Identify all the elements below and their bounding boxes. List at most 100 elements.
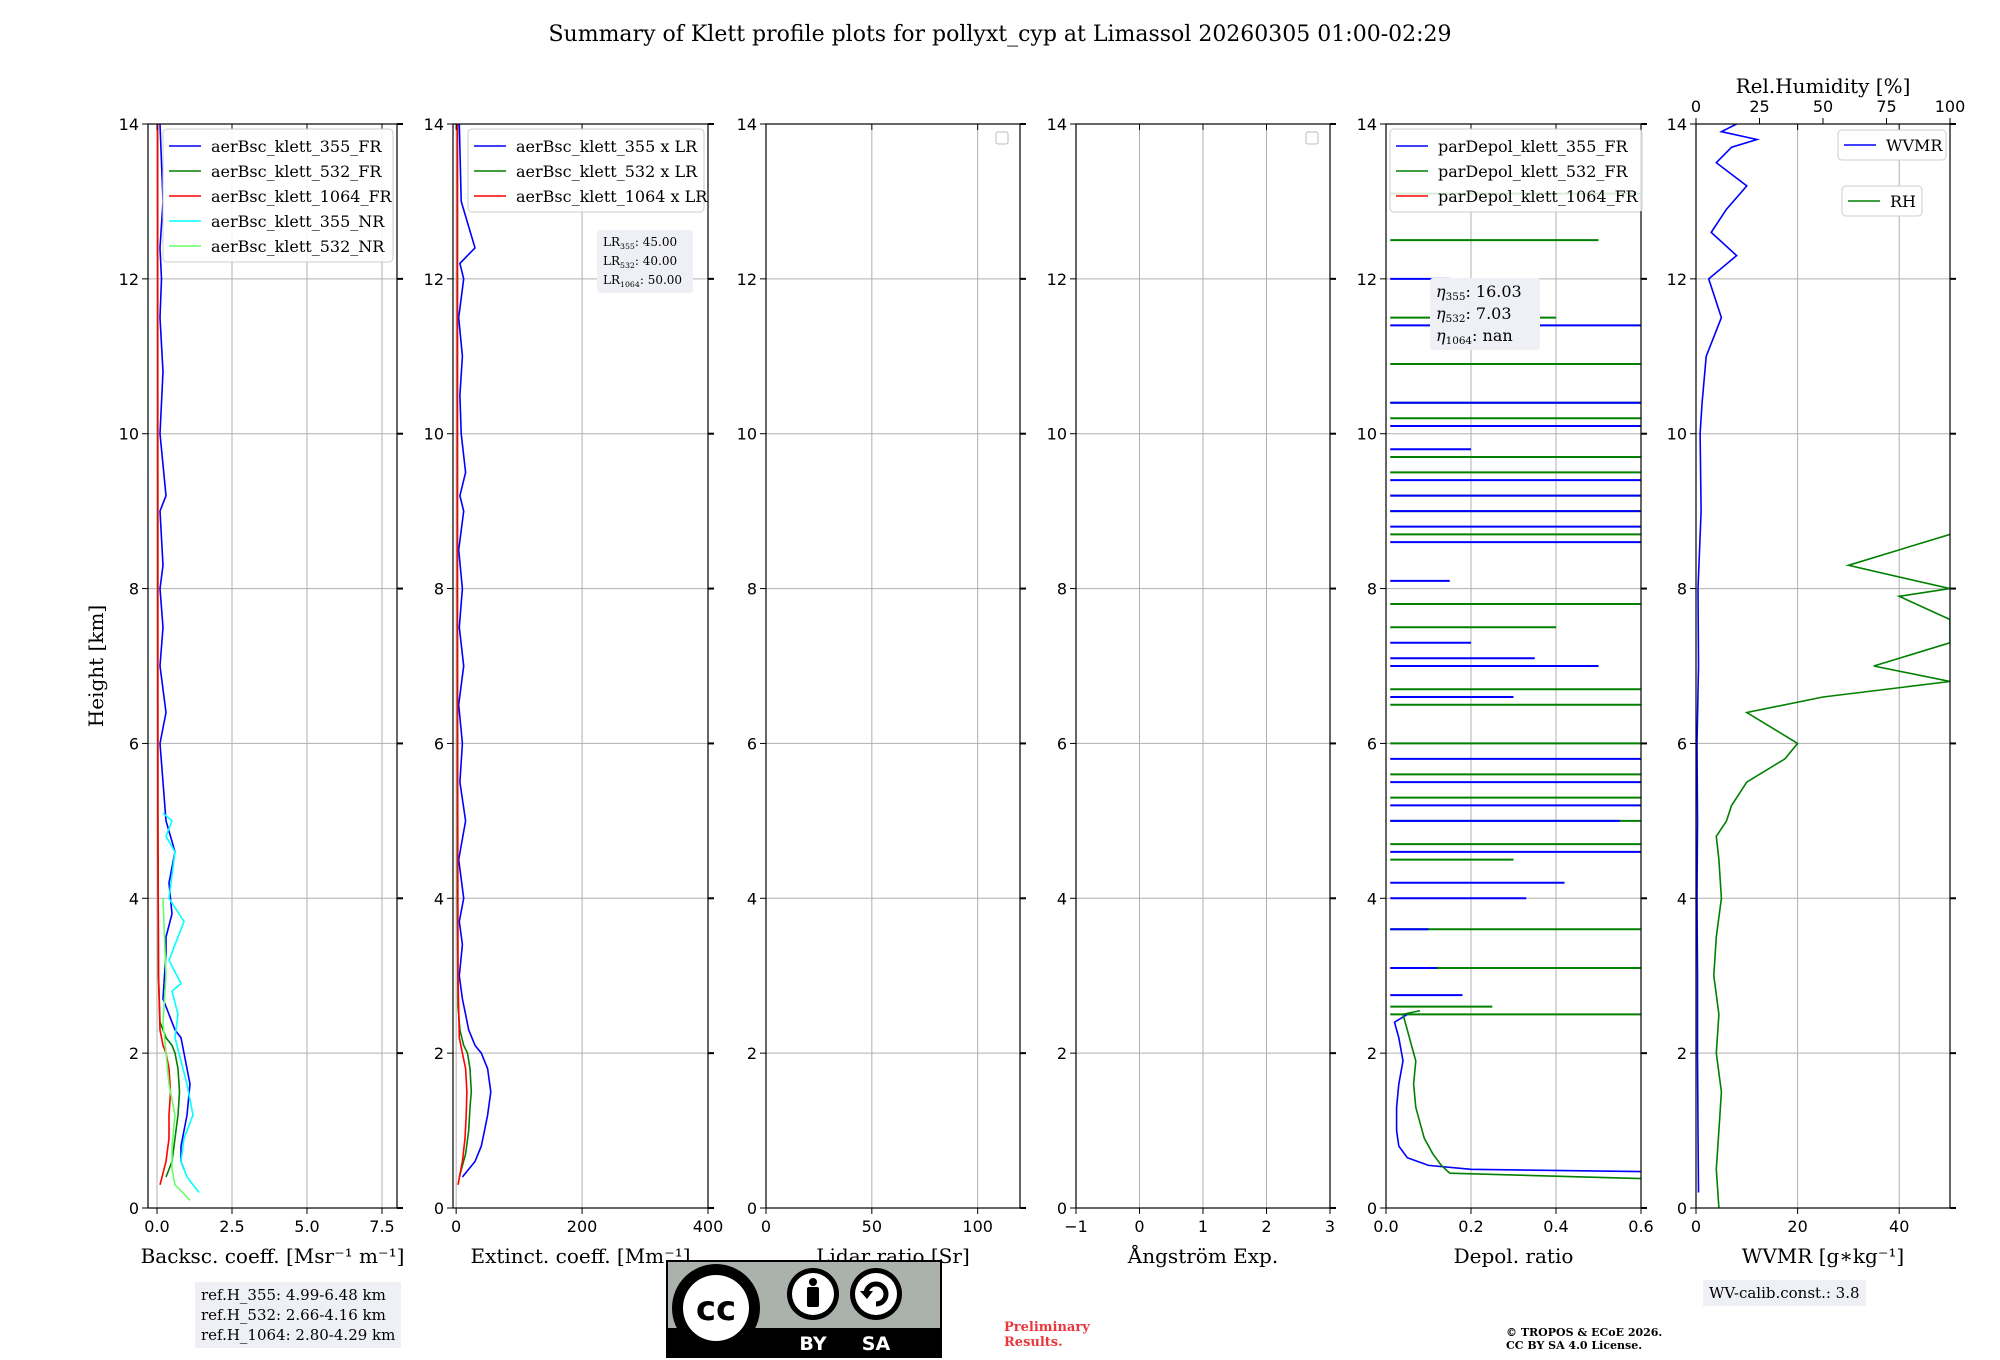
y-tick-label: 10 — [119, 425, 139, 444]
sa-arrow-arc — [863, 1281, 889, 1307]
x-axis-label-dep: Depol. ratio — [1454, 1244, 1574, 1268]
x-tick-label: 2 — [1261, 1217, 1271, 1236]
x-tick-label: 0.4 — [1543, 1217, 1568, 1236]
x-tick-label: 100 — [962, 1217, 993, 1236]
y-tick-label: 14 — [1357, 115, 1377, 134]
axes-frame-lr — [765, 123, 1021, 1209]
legend-box — [1841, 185, 1923, 217]
y-tick-label: 2 — [1677, 1044, 1687, 1063]
y-tick-label: 6 — [1677, 734, 1687, 753]
y-tick-label: 14 — [424, 115, 444, 134]
legend-label: parDepol_klett_1064_FR — [1438, 187, 1639, 206]
cc-icon: cc — [696, 1289, 736, 1329]
x-tick-label: 0.0 — [1373, 1217, 1398, 1236]
data-area-dep — [1390, 192, 1641, 1180]
series-aerBsc_klett_355_FR — [159, 124, 191, 1170]
top-x-tick-label: 0 — [1691, 97, 1701, 116]
y-tick-label: 12 — [424, 270, 444, 289]
x-tick-label: 1 — [1198, 1217, 1208, 1236]
y-tick-label: 2 — [747, 1044, 757, 1063]
y-tick-label: 2 — [434, 1044, 444, 1063]
by-label: BY — [799, 1333, 826, 1355]
copyright-notice: © TROPOS & ECoE 2026. CC BY SA 4.0 Licen… — [1506, 1326, 1662, 1352]
y-tick-label: 8 — [1057, 580, 1067, 599]
y-tick-label: 10 — [424, 425, 444, 444]
legend-box — [467, 128, 705, 213]
annotation-line: η355: 16.03 — [1436, 282, 1522, 303]
y-tick-label: 8 — [129, 580, 139, 599]
annotation-subscript: 355 — [1446, 291, 1466, 303]
sa-label: SA — [862, 1333, 891, 1355]
x-axis-label-wv: WVMR [g∗kg⁻¹] — [1742, 1244, 1904, 1268]
legend-label: aerBsc_klett_355_FR — [211, 137, 382, 156]
reference-height-box: ref.H_355: 4.99-6.48 km ref.H_532: 2.66-… — [195, 1282, 402, 1348]
annotation-line: LR1064: 50.00 — [603, 273, 682, 289]
x-axis-label-bsc: Backsc. coeff. [Msr⁻¹ m⁻¹] — [141, 1244, 405, 1268]
annotation-symbol: LR — [603, 235, 621, 249]
by-person-body — [807, 1287, 819, 1307]
sa-icon — [855, 1273, 897, 1315]
top-x-tick-label: 25 — [1749, 97, 1769, 116]
x-tick-label: 0.0 — [144, 1217, 169, 1236]
annotation-box — [1430, 278, 1540, 350]
y-tick-label: 4 — [1057, 889, 1067, 908]
axes-frame-ext — [452, 123, 709, 1209]
x-tick-label: 3 — [1325, 1217, 1335, 1236]
annotation-value: : 16.03 — [1465, 282, 1521, 301]
cc-by-sa-logo: cc BY SA — [666, 1260, 942, 1358]
y-tick-label: 4 — [747, 889, 757, 908]
top-x-tick-label: 75 — [1876, 97, 1896, 116]
annotation-value: : 7.03 — [1465, 304, 1511, 323]
y-tick-label: 4 — [1367, 889, 1377, 908]
y-tick-label: 6 — [434, 734, 444, 753]
y-tick-label: 4 — [129, 889, 139, 908]
x-tick-label: 0 — [1691, 1217, 1701, 1236]
annotation-subscript: 1064 — [1446, 335, 1473, 347]
x-axis-label-ae: Ångström Exp. — [1127, 1243, 1278, 1268]
y-tick-label: 8 — [1677, 580, 1687, 599]
y-tick-label: 0 — [434, 1199, 444, 1218]
series-aerBsc_klett_1064 x LR — [456, 124, 468, 1185]
annotation-subscript: 1064 — [620, 280, 640, 289]
y-tick-label: 4 — [434, 889, 444, 908]
annotation-subscript: 532 — [620, 261, 635, 270]
annotation-line: LR355: 45.00 — [603, 235, 677, 251]
series-RH — [1712, 533, 1950, 1208]
annotation-value: : nan — [1472, 326, 1513, 345]
y-tick-label: 0 — [1677, 1199, 1687, 1218]
y-tick-label: 6 — [1057, 734, 1067, 753]
legend-label: aerBsc_klett_355 x LR — [516, 137, 698, 156]
legend-label: parDepol_klett_355_FR — [1438, 137, 1629, 156]
x-tick-label: 400 — [693, 1217, 724, 1236]
axes-frame-dep — [1385, 123, 1642, 1209]
x-tick-label: 0 — [761, 1217, 771, 1236]
sa-arrow-head — [860, 1291, 873, 1299]
preliminary-line-2: Results. — [1004, 1335, 1063, 1350]
y-tick-label: 12 — [119, 270, 139, 289]
series-parDepol_klett_355_FR — [1393, 1013, 1641, 1173]
axes-frame-bsc — [147, 123, 398, 1209]
y-tick-label: 0 — [1057, 1199, 1067, 1218]
legend-label: aerBsc_klett_1064_FR — [211, 187, 393, 206]
data-area-wv — [1696, 124, 1950, 1208]
legend-label: WVMR — [1886, 136, 1943, 155]
legend-box — [162, 128, 394, 263]
series-parDepol_klett_532_FR — [1402, 1009, 1641, 1180]
legend-box — [1389, 128, 1643, 213]
empty-legend — [1305, 131, 1319, 145]
annotation-value: : 40.00 — [635, 254, 677, 268]
y-axis-label: Height [km] — [84, 605, 108, 727]
y-tick-label: 2 — [129, 1044, 139, 1063]
annotation-value: : 50.00 — [640, 273, 682, 287]
empty-legend — [995, 131, 1009, 145]
top-x-tick-label: 100 — [1935, 97, 1966, 116]
y-tick-label: 0 — [1367, 1199, 1377, 1218]
x-tick-label: 0.2 — [1458, 1217, 1483, 1236]
x-tick-label: 2.5 — [219, 1217, 244, 1236]
wv-calibration-box: WV-calib.const.: 3.8 — [1703, 1280, 1866, 1306]
copyright-line-1: © TROPOS & ECoE 2026. — [1506, 1326, 1663, 1339]
x-tick-label: 20 — [1787, 1217, 1807, 1236]
x-axis-label-ext: Extinct. coeff. [Mm⁻¹] — [470, 1244, 690, 1268]
